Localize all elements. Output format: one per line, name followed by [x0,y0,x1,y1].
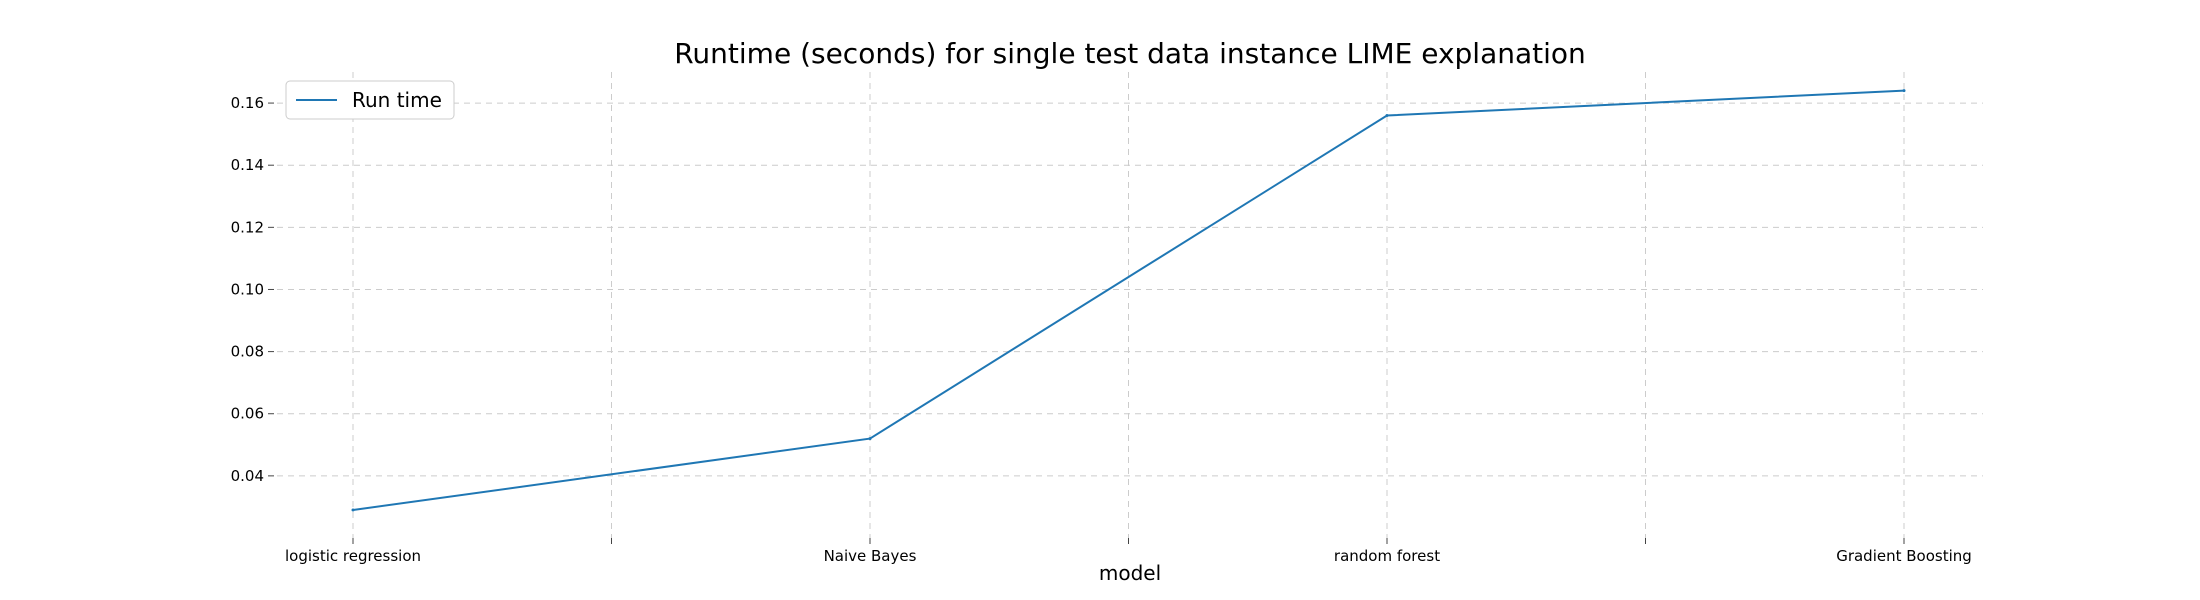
series-layer [351,89,1906,512]
y-tick-label: 0.16 [231,94,264,112]
x-tick-label: logistic regression [285,547,421,565]
y-tick-label: 0.06 [231,405,264,423]
axes: 0.04 0.06 0.08 0.10 0.12 0.14 0.16 logistic reg… [231,94,1972,565]
y-tick-label: 0.12 [231,218,264,236]
legend-label-run-time: Run time [352,88,442,112]
y-tick-label: 0.08 [231,343,264,361]
data-point [868,437,872,441]
data-point [1902,89,1906,93]
grid [277,72,1983,538]
x-tick-label: Gradient Boosting [1836,547,1972,565]
data-point [1385,113,1389,117]
y-tick-label: 0.10 [231,280,264,298]
series-line-run-time [352,89,1905,511]
x-tick-label: Naive Bayes [824,547,917,565]
x-axis-label: model [1099,561,1161,585]
legend-box [285,80,455,120]
x-tick-label: random forest [1334,547,1440,565]
y-tick-label: 0.04 [231,467,264,485]
chart-title: Runtime (seconds) for single test data i… [674,37,1586,70]
legend: Run time [285,80,455,120]
data-point [351,508,355,512]
y-tick-label: 0.14 [231,156,264,174]
